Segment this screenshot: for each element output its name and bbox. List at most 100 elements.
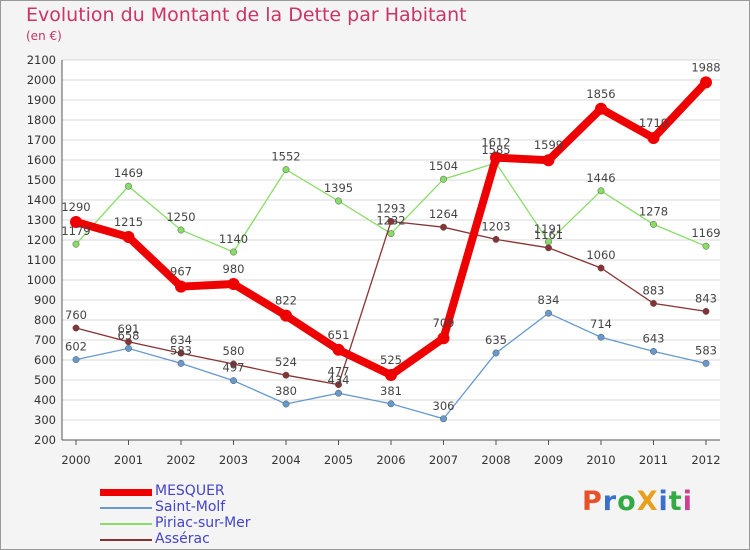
data-label-saint-molf: 658 bbox=[118, 328, 140, 342]
data-label-ass-rac: 477 bbox=[328, 365, 350, 379]
logo-letter: r bbox=[602, 486, 618, 517]
y-tick-label: 800 bbox=[34, 313, 56, 327]
x-tick-label: 2010 bbox=[586, 453, 615, 467]
data-point-saint-molf bbox=[597, 333, 605, 341]
data-label-ass-rac: 843 bbox=[695, 291, 717, 305]
data-label-mesquer: 651 bbox=[328, 328, 350, 342]
data-label-saint-molf: 434 bbox=[328, 373, 350, 387]
data-point-mesquer bbox=[122, 231, 135, 243]
y-tick-label: 2000 bbox=[27, 73, 56, 87]
data-point-mesquer bbox=[385, 369, 397, 381]
chart-subtitle: (en €) bbox=[26, 29, 62, 43]
x-tick-label: 2004 bbox=[271, 453, 300, 467]
data-label-ass-rac: 580 bbox=[223, 344, 245, 358]
data-point-ass-rac bbox=[72, 324, 80, 332]
legend-label-asserac: Assérac bbox=[155, 531, 210, 547]
legend-swatch-piriac bbox=[100, 523, 152, 525]
y-tick-label: 900 bbox=[34, 293, 56, 307]
data-label-saint-molf: 583 bbox=[170, 343, 192, 357]
y-tick-label: 400 bbox=[34, 393, 56, 407]
data-point-piriac-sur-mer bbox=[702, 242, 710, 250]
data-point-mesquer bbox=[70, 216, 82, 228]
data-label-piriac-sur-mer: 1140 bbox=[219, 232, 248, 246]
data-label-saint-molf: 497 bbox=[223, 361, 245, 375]
data-label-piriac-sur-mer: 1395 bbox=[324, 181, 353, 195]
data-point-ass-rac bbox=[177, 349, 185, 357]
data-point-piriac-sur-mer bbox=[597, 187, 605, 195]
data-label-ass-rac: 1264 bbox=[429, 207, 458, 221]
data-labels: 602 658 583 497 380 434 381 306 635 834 714 643 583 1… bbox=[61, 60, 720, 412]
axes: 200 300 400 500 600 700 800 900 1000 1100 1200 1300… bbox=[27, 53, 721, 467]
data-label-saint-molf: 714 bbox=[590, 317, 612, 331]
x-tick-label: 2006 bbox=[376, 453, 405, 467]
data-point-ass-rac bbox=[545, 244, 552, 252]
data-point-ass-rac bbox=[597, 264, 605, 272]
legend-label-mesquer: MESQUER bbox=[155, 483, 225, 499]
y-tick-label: 2100 bbox=[27, 53, 56, 67]
data-point-piriac-sur-mer bbox=[335, 197, 342, 205]
data-point-saint-molf bbox=[335, 389, 342, 397]
data-point-saint-molf bbox=[492, 349, 500, 357]
data-point-ass-rac bbox=[492, 235, 500, 243]
y-tick-label: 1400 bbox=[27, 193, 56, 207]
y-tick-label: 300 bbox=[34, 413, 56, 427]
data-label-saint-molf: 635 bbox=[485, 333, 507, 347]
legend-swatch-asserac bbox=[100, 539, 152, 541]
y-tick-label: 1900 bbox=[27, 93, 56, 107]
x-tick-label: 2009 bbox=[534, 453, 563, 467]
data-label-mesquer: 525 bbox=[380, 353, 402, 367]
data-point-ass-rac bbox=[230, 360, 237, 368]
data-label-piriac-sur-mer: 1469 bbox=[114, 166, 143, 180]
x-tick-label: 2005 bbox=[324, 453, 353, 467]
data-label-mesquer: 1612 bbox=[481, 136, 510, 150]
proxiti-logo: ProXiti bbox=[582, 486, 693, 517]
x-tick-label: 2000 bbox=[61, 453, 90, 467]
data-label-mesquer: 1215 bbox=[114, 215, 143, 229]
data-point-ass-rac bbox=[387, 217, 395, 225]
legend-swatch-saint-molf bbox=[100, 507, 152, 509]
y-tick-label: 1100 bbox=[27, 253, 56, 267]
logo-letter: o bbox=[617, 486, 637, 517]
data-label-piriac-sur-mer: 1585 bbox=[481, 143, 510, 157]
y-tick-label: 1600 bbox=[27, 153, 56, 167]
data-label-mesquer: 967 bbox=[170, 265, 192, 279]
data-label-piriac-sur-mer: 1446 bbox=[586, 171, 615, 185]
data-point-piriac-sur-mer bbox=[177, 226, 185, 234]
x-tick-label: 2003 bbox=[219, 453, 248, 467]
data-point-piriac-sur-mer bbox=[72, 240, 80, 248]
data-label-ass-rac: 524 bbox=[275, 355, 297, 369]
y-tick-label: 600 bbox=[34, 353, 56, 367]
data-point-ass-rac bbox=[650, 299, 657, 307]
x-tick-label: 2012 bbox=[691, 453, 720, 467]
x-tick-label: 2002 bbox=[166, 453, 195, 467]
data-point-piriac-sur-mer bbox=[125, 182, 132, 190]
logo-letter: P bbox=[582, 486, 603, 517]
data-point-saint-molf bbox=[545, 309, 552, 317]
y-tick-label: 1300 bbox=[27, 213, 56, 227]
data-point-saint-molf bbox=[72, 356, 80, 364]
y-tick-label: 1500 bbox=[27, 173, 56, 187]
data-point-mesquer bbox=[490, 151, 502, 164]
data-label-ass-rac: 883 bbox=[643, 283, 665, 297]
data-point-mesquer bbox=[595, 102, 607, 115]
data-point-ass-rac bbox=[702, 307, 710, 315]
y-tick-label: 1200 bbox=[27, 233, 56, 247]
data-label-piriac-sur-mer: 1552 bbox=[271, 150, 300, 164]
data-point-mesquer bbox=[700, 76, 712, 89]
data-label-ass-rac: 1161 bbox=[534, 228, 563, 242]
data-label-ass-rac: 634 bbox=[170, 333, 192, 347]
logo-letter: t bbox=[668, 486, 683, 517]
data-label-piriac-sur-mer: 1179 bbox=[61, 224, 90, 238]
data-label-saint-molf: 381 bbox=[380, 384, 402, 398]
y-tick-label: 1000 bbox=[27, 273, 56, 287]
series-lines bbox=[70, 76, 712, 423]
legend-swatch-mesquer bbox=[100, 489, 152, 496]
y-tick-label: 200 bbox=[34, 433, 56, 447]
y-tick-label: 500 bbox=[34, 373, 56, 387]
data-point-piriac-sur-mer bbox=[387, 230, 395, 238]
data-label-mesquer: 1988 bbox=[691, 60, 720, 74]
data-label-mesquer: 1856 bbox=[586, 87, 615, 101]
x-tick-label: 2011 bbox=[639, 453, 668, 467]
data-point-piriac-sur-mer bbox=[440, 175, 447, 183]
data-label-mesquer: 1710 bbox=[639, 116, 668, 130]
